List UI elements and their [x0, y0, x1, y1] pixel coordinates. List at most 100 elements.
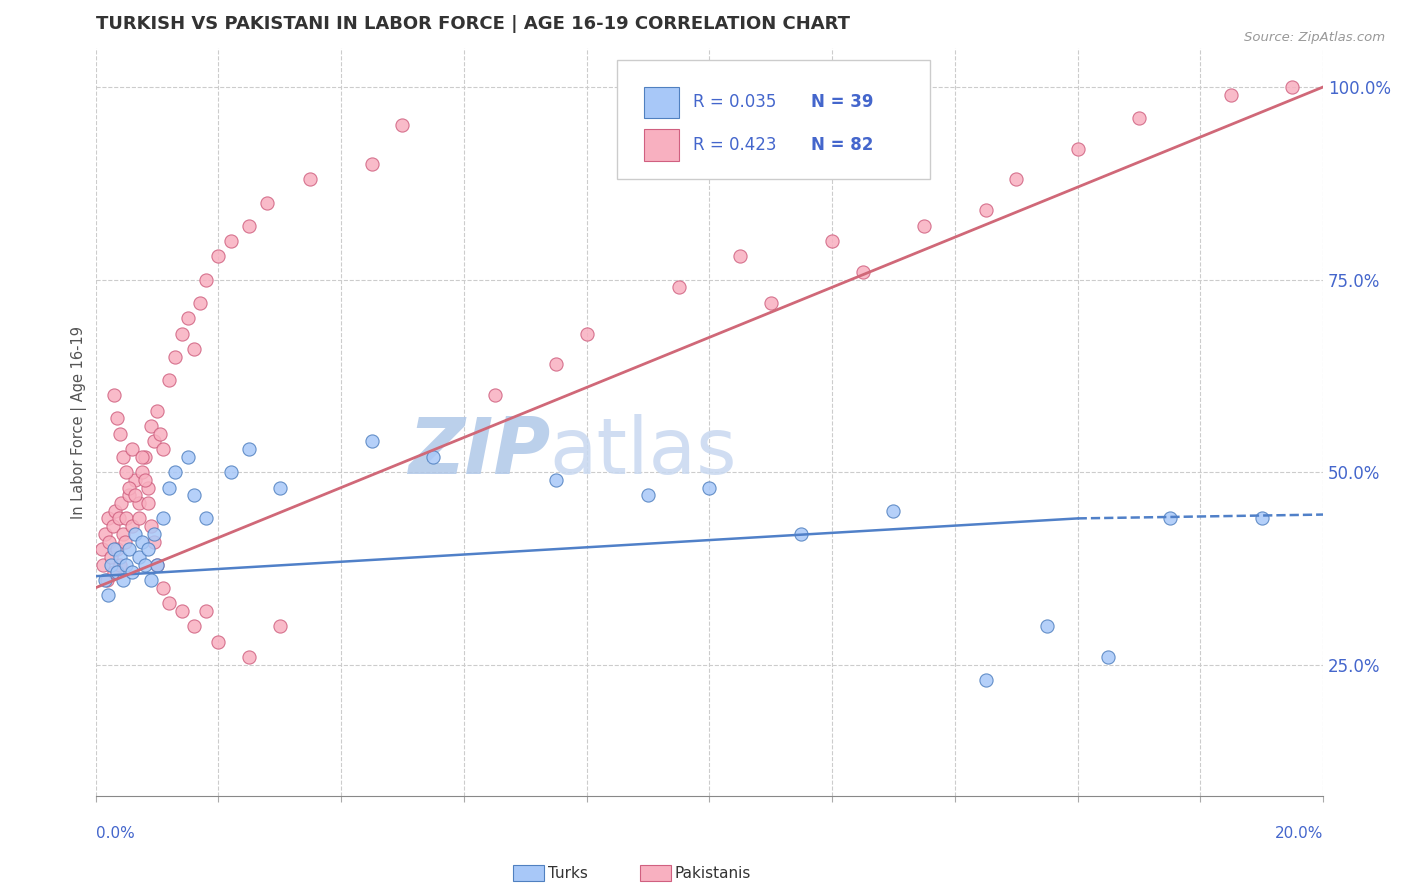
Point [131, 465, 153, 479]
Text: R = 0.035: R = 0.035 [693, 93, 776, 111]
Point [195, 604, 218, 618]
Point [1281, 79, 1303, 94]
Point [142, 434, 165, 449]
Point [134, 473, 156, 487]
Point [121, 442, 143, 456]
Point [142, 534, 165, 549]
Point [108, 549, 131, 564]
Point [101, 519, 124, 533]
Point [170, 604, 193, 618]
Text: R = 0.423: R = 0.423 [693, 136, 778, 153]
Point [759, 295, 782, 310]
Point [152, 511, 174, 525]
Point [146, 403, 169, 417]
Point [105, 566, 128, 580]
Point [105, 542, 128, 557]
FancyBboxPatch shape [617, 60, 931, 179]
Point [94, 573, 117, 587]
Point [269, 481, 291, 495]
Point [176, 311, 198, 326]
Point [484, 388, 506, 402]
Point [108, 426, 131, 441]
Point [105, 411, 128, 425]
Point [115, 558, 138, 572]
Bar [644, 87, 679, 118]
Point [139, 519, 162, 533]
Point [219, 465, 242, 479]
Point [134, 558, 156, 572]
Point [118, 481, 141, 495]
Point [165, 465, 187, 479]
Point [170, 326, 193, 341]
Point [728, 250, 751, 264]
Point [183, 619, 205, 633]
Text: N = 82: N = 82 [811, 136, 873, 153]
Point [103, 388, 125, 402]
Point [176, 450, 198, 464]
Point [195, 272, 218, 286]
Point [114, 534, 136, 549]
Point [852, 265, 875, 279]
Point [157, 373, 180, 387]
Point [1159, 511, 1181, 525]
Point [882, 504, 904, 518]
Text: TURKISH VS PAKISTANI IN LABOR FORCE | AGE 16-19 CORRELATION CHART: TURKISH VS PAKISTANI IN LABOR FORCE | AG… [96, 15, 849, 33]
Point [360, 434, 382, 449]
Point [575, 326, 598, 341]
Point [128, 511, 150, 525]
Point [100, 558, 122, 572]
Point [118, 542, 141, 557]
Point [110, 496, 132, 510]
Point [1005, 172, 1028, 186]
Point [139, 573, 162, 587]
Point [1250, 511, 1272, 525]
Point [238, 650, 260, 665]
Point [98, 534, 121, 549]
Point [118, 488, 141, 502]
Point [108, 558, 131, 572]
Point [124, 488, 146, 502]
Point [103, 542, 125, 557]
Point [183, 488, 205, 502]
Point [1097, 650, 1119, 665]
Text: Pakistanis: Pakistanis [675, 866, 751, 880]
Point [96, 573, 118, 587]
Point [238, 442, 260, 456]
Point [152, 442, 174, 456]
Point [124, 473, 146, 487]
Point [238, 219, 260, 233]
Point [391, 119, 413, 133]
Point [912, 219, 935, 233]
Point [821, 234, 844, 248]
Point [637, 488, 659, 502]
Point [121, 566, 143, 580]
Point [97, 589, 120, 603]
Point [299, 172, 322, 186]
Text: Turks: Turks [548, 866, 588, 880]
Point [136, 481, 159, 495]
Text: atlas: atlas [550, 414, 737, 490]
Point [128, 496, 150, 510]
Point [90, 542, 112, 557]
Point [544, 473, 567, 487]
Point [1066, 142, 1088, 156]
Text: ZIP: ZIP [408, 414, 550, 490]
Point [112, 526, 135, 541]
Point [146, 558, 169, 572]
Point [207, 250, 229, 264]
Point [149, 426, 172, 441]
Text: 0.0%: 0.0% [96, 826, 135, 841]
Point [121, 519, 143, 533]
Point [157, 481, 180, 495]
Point [974, 673, 997, 688]
Point [195, 511, 218, 525]
Point [360, 157, 382, 171]
Point [134, 450, 156, 464]
Point [97, 511, 120, 525]
Point [112, 450, 135, 464]
Point [115, 465, 138, 479]
Point [165, 350, 187, 364]
Point [94, 526, 117, 541]
Point [112, 573, 135, 587]
Point [91, 558, 114, 572]
